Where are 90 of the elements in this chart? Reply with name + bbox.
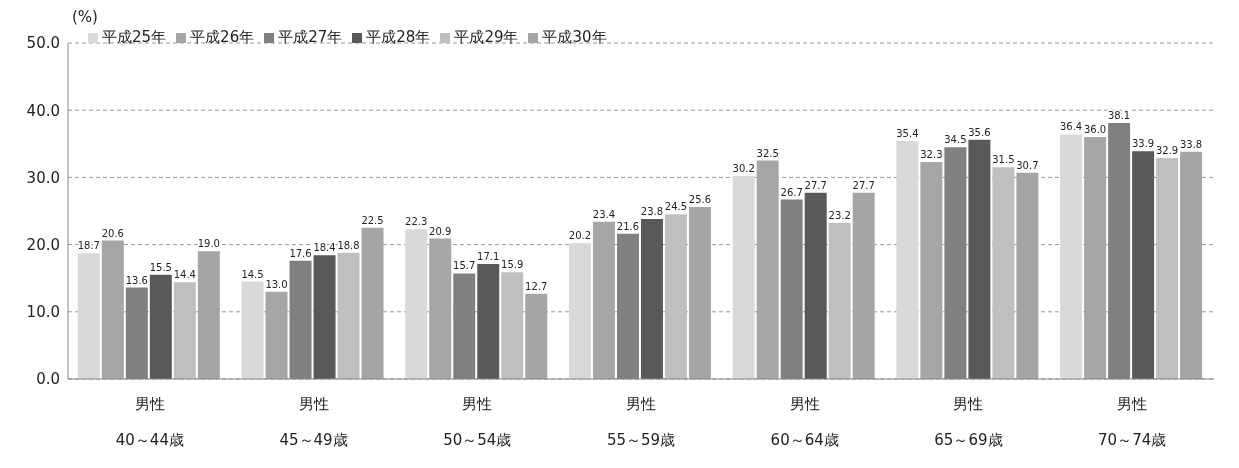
data-label: 32.3	[920, 148, 943, 160]
bar	[77, 253, 100, 379]
data-label: 20.9	[429, 225, 452, 237]
bar	[732, 176, 755, 379]
bar	[313, 255, 336, 379]
bar	[1156, 157, 1179, 379]
data-label: 13.0	[265, 278, 288, 290]
data-label: 17.1	[477, 251, 500, 263]
data-label: 35.6	[968, 126, 991, 138]
bar	[592, 221, 615, 379]
bar	[1132, 151, 1155, 379]
y-tick-label: 0.0	[36, 370, 60, 389]
data-label: 25.6	[688, 193, 712, 205]
bar	[405, 229, 428, 379]
bar	[149, 274, 172, 379]
y-tick-label: 40.0	[26, 101, 60, 120]
data-label: 17.6	[289, 247, 312, 259]
data-label: 12.7	[525, 280, 548, 292]
data-label: 33.9	[1131, 138, 1155, 150]
data-label: 15.9	[501, 259, 524, 271]
y-tick-label: 20.0	[26, 235, 60, 254]
bar	[828, 223, 851, 379]
data-label: 19.0	[197, 238, 220, 250]
data-label: 34.5	[944, 134, 967, 146]
y-axis-title: (%)	[72, 8, 98, 26]
bar	[920, 161, 943, 379]
legend-label: 平成30年	[542, 28, 607, 46]
data-label: 26.7	[780, 186, 803, 198]
bar	[992, 167, 1015, 379]
bar	[1060, 134, 1083, 379]
data-label: 30.2	[732, 163, 755, 175]
category-label: 男性 55～59歳	[606, 395, 676, 449]
data-label: 24.5	[664, 201, 688, 213]
bar	[568, 243, 591, 379]
data-label: 23.4	[592, 208, 616, 220]
data-label: 15.5	[149, 261, 172, 273]
data-label: 13.6	[125, 274, 148, 286]
data-label: 20.6	[101, 227, 124, 239]
legend-label: 平成29年	[454, 28, 519, 46]
data-label: 18.8	[337, 239, 360, 251]
bar	[664, 214, 687, 379]
data-label: 14.5	[241, 268, 264, 280]
bar	[429, 238, 452, 379]
legend-label: 平成26年	[190, 28, 255, 46]
legend-label: 平成28年	[366, 28, 431, 46]
data-label: 22.5	[361, 214, 384, 226]
bar	[968, 139, 991, 379]
category-label: 男性 40～44歳	[115, 395, 184, 449]
data-label: 33.8	[1179, 138, 1203, 150]
legend-label: 平成27年	[278, 28, 343, 46]
category-label: 男性 65～69歳	[934, 395, 1003, 449]
bar	[640, 219, 663, 379]
bar	[101, 240, 124, 379]
data-label: 21.6	[616, 220, 640, 232]
data-label: 27.7	[852, 179, 875, 191]
data-label: 30.7	[1016, 159, 1039, 171]
y-tick-label: 30.0	[26, 168, 60, 187]
data-label: 22.3	[405, 216, 428, 228]
bar	[501, 272, 524, 379]
data-label: 14.4	[173, 269, 196, 281]
data-label: 18.7	[77, 240, 100, 252]
data-label: 18.4	[313, 242, 336, 254]
category-label: 男性 45～49歳	[279, 395, 348, 449]
bar	[337, 252, 360, 379]
bar	[1084, 137, 1107, 379]
y-tick-label: 10.0	[26, 303, 60, 322]
y-tick-label: 50.0	[26, 34, 60, 53]
data-label: 35.4	[896, 128, 919, 140]
bar	[804, 192, 827, 379]
legend-label: 平成25年	[102, 28, 167, 46]
data-label: 36.4	[1059, 121, 1083, 133]
data-label: 32.5	[756, 147, 779, 159]
bar	[241, 281, 264, 379]
data-label: 23.2	[828, 210, 851, 222]
data-label: 32.9	[1155, 144, 1179, 156]
category-label: 男性 70～74歳	[1098, 395, 1167, 449]
category-label: 男性 60～64歳	[770, 395, 839, 449]
data-label: 23.8	[640, 206, 664, 218]
data-label: 27.7	[804, 179, 827, 191]
data-label: 31.5	[992, 154, 1015, 166]
category-label: 男性 50～54歳	[443, 395, 512, 449]
bar	[477, 264, 500, 379]
bar	[265, 291, 288, 379]
data-label: 15.7	[453, 260, 476, 272]
data-label: 20.2	[568, 230, 592, 242]
data-label: 38.1	[1107, 109, 1131, 121]
bar	[756, 160, 779, 379]
data-label: 36.0	[1083, 124, 1107, 136]
bar	[896, 141, 919, 379]
bar	[173, 282, 196, 379]
